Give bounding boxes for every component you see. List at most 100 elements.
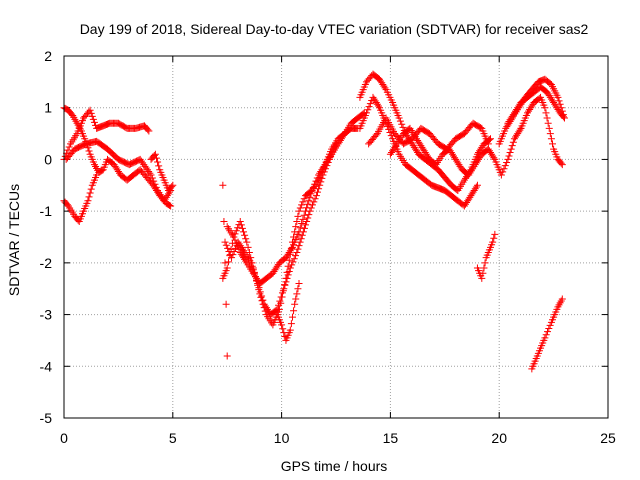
data-point [93,171,101,179]
data-point [399,123,407,131]
data-point [311,180,319,188]
data-point [490,154,498,162]
plot-frame [63,55,609,419]
data-point [87,109,95,117]
data-point [296,224,304,232]
data-point [292,295,300,303]
data-point [151,180,159,188]
x-tick-label: 10 [274,430,290,446]
data-point [311,195,319,203]
x-tick-label: 5 [169,430,177,446]
data-point [307,190,315,198]
data-point [242,235,250,243]
series-track-n [386,124,525,179]
data-point [86,106,94,114]
data-point [152,154,160,162]
data-point [222,300,230,308]
data-point [155,162,163,170]
data-point [293,217,301,225]
x-tick-label: 15 [383,430,399,446]
data-point [479,269,487,277]
data-point [558,295,566,303]
data-point [87,185,95,193]
data-point [259,296,267,304]
series-track-d [62,137,175,205]
series-track-b [60,106,153,163]
data-point [395,114,403,122]
data-point [235,245,243,253]
data-point [499,168,507,176]
data-point [84,197,92,205]
x-tick-label: 20 [491,430,507,446]
data-point [277,293,285,301]
data-point [255,284,263,292]
data-point [544,328,552,336]
data-point [295,207,303,215]
series-track-j [273,280,303,344]
data-point [306,193,314,201]
y-tick-label: 0 [44,151,52,167]
data-point [312,177,320,185]
data-point [272,306,280,314]
data-point [294,212,302,220]
data-point [546,130,554,138]
data-point [300,224,308,232]
data-point [294,245,302,253]
data-point [282,278,290,286]
data-point [372,131,380,139]
data-point [275,301,283,309]
data-point [544,119,552,127]
data-point [366,100,374,108]
data-point [293,290,301,298]
data-point [167,202,175,210]
data-point [300,211,308,219]
y-tick-label: -2 [40,255,53,271]
data-point [549,140,557,148]
data-point [168,183,176,191]
data-point [287,245,295,253]
data-point [294,285,302,293]
data-point [244,243,252,251]
data-point [546,321,554,329]
data-point [238,224,246,232]
data-point [303,204,311,212]
data-point [559,113,567,121]
data-point [308,186,316,194]
series-track-q [504,83,568,127]
data-point [289,258,297,266]
data-point [231,236,239,244]
data-point [541,104,549,112]
data-point [503,159,511,167]
data-point [381,84,389,92]
data-point [545,325,553,333]
data-point [310,198,318,206]
data-point [278,289,286,297]
data-point [288,313,296,321]
data-point [237,221,245,229]
data-point [507,145,515,153]
data-point [285,267,293,275]
data-point [478,274,486,282]
data-point [497,171,505,179]
data-point [145,127,153,135]
data-point [240,228,248,236]
y-tick-label: -3 [40,307,53,323]
data-point [85,147,93,155]
series-track-o [473,230,499,282]
data-point [516,126,524,134]
data-point [398,120,406,128]
data-point [480,264,488,272]
data-point [283,274,291,282]
data-point [290,307,298,315]
data-point [278,321,286,329]
data-point [228,254,236,262]
data-point [296,204,304,212]
data-point [305,211,313,219]
data-point [256,288,264,296]
data-point [147,171,155,179]
data-point [154,158,162,166]
data-point [299,215,307,223]
data-point [491,230,499,238]
data-point [286,326,294,334]
